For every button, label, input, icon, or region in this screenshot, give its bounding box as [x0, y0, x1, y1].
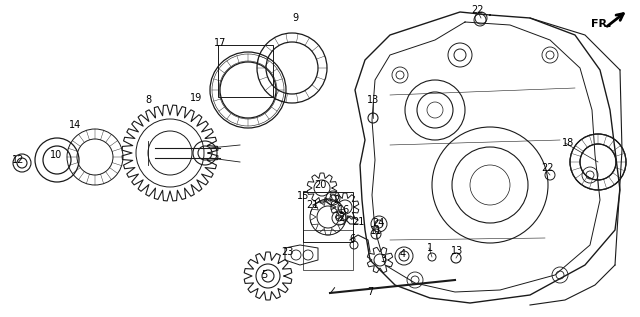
Text: 5: 5 — [261, 270, 267, 280]
Text: 9: 9 — [292, 13, 298, 23]
Text: 23: 23 — [281, 247, 293, 257]
Text: 21: 21 — [352, 217, 364, 227]
Text: 8: 8 — [145, 95, 151, 105]
Bar — [303, 192, 353, 242]
Text: 22: 22 — [472, 5, 484, 15]
Text: 6: 6 — [349, 234, 355, 244]
Text: 2: 2 — [338, 213, 344, 223]
Text: 7: 7 — [367, 287, 373, 297]
Text: 16: 16 — [338, 205, 350, 215]
Text: 14: 14 — [69, 120, 81, 130]
Text: 13: 13 — [451, 246, 463, 256]
Text: 11: 11 — [370, 226, 382, 236]
Text: 18: 18 — [562, 138, 574, 148]
Text: 22: 22 — [541, 163, 554, 173]
Text: 3: 3 — [380, 254, 386, 264]
Text: 15: 15 — [297, 191, 309, 201]
Text: 10: 10 — [50, 150, 62, 160]
Text: 2: 2 — [333, 195, 339, 205]
Text: 19: 19 — [190, 93, 202, 103]
Bar — [303, 230, 353, 270]
Text: 13: 13 — [367, 95, 379, 105]
Text: 1: 1 — [427, 243, 433, 253]
Text: 12: 12 — [12, 155, 24, 165]
Bar — [218, 45, 273, 97]
Text: 17: 17 — [214, 38, 226, 48]
Text: 20: 20 — [314, 180, 326, 190]
Text: 24: 24 — [372, 218, 384, 228]
Text: FR.: FR. — [591, 19, 611, 29]
Text: 4: 4 — [400, 249, 406, 259]
Text: 21: 21 — [306, 200, 318, 210]
